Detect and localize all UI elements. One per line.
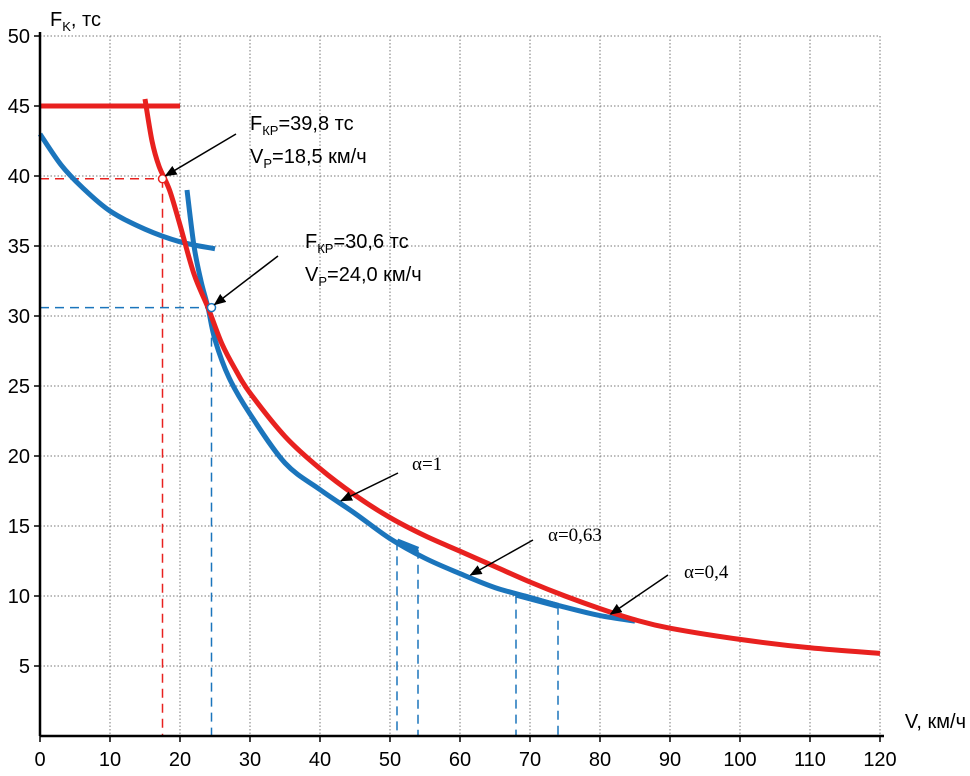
y-tick-label: 40 (8, 166, 30, 188)
data-point (157, 174, 168, 184)
reference-lines (40, 178, 559, 736)
y-tick-label: 50 (8, 26, 30, 48)
tick-labels: 0 10 20 30 40 50 60 70 80 90 100 110 120 5 10 15 20 25 30 3… (8, 26, 897, 771)
x-tick-label: 60 (449, 749, 471, 771)
curve-label: α=0,63 (548, 525, 602, 546)
curve-label: α=1 (412, 454, 442, 475)
y-tick-label: 5 (19, 656, 30, 678)
curve-label-arrow (340, 472, 399, 502)
annotation-arrow (213, 255, 279, 306)
y-tick-label: 45 (8, 96, 30, 118)
curve-label: α=0,4 (684, 562, 729, 583)
x-tick-label: 40 (309, 749, 331, 771)
curve-label-arrow (469, 539, 534, 576)
annotation-line1: FКР=39,8 тс (250, 113, 354, 138)
annotation-line2: VР=24,0 км/ч (305, 264, 422, 289)
x-tick-label: 20 (169, 749, 191, 771)
axis-labels: FK, тс V, км/ч (50, 9, 966, 733)
y-tick-label: 25 (8, 376, 30, 398)
x-tick-label: 90 (659, 749, 681, 771)
annotations: FКР=39,8 тс VР=18,5 км/ч FКР=30,6 тс VР=24,… (164, 113, 729, 615)
y-axis-label: FK, тс (50, 9, 101, 34)
series-line-2 (37, 132, 216, 252)
x-tick-label: 10 (99, 749, 121, 771)
y-tick-label: 20 (8, 446, 30, 468)
curve-label-arrow (609, 574, 669, 615)
annotation-arrow (164, 133, 237, 177)
y-tick-label: 15 (8, 516, 30, 538)
annotation-line1: FКР=30,6 тс (305, 231, 409, 256)
x-tick-label: 80 (589, 749, 611, 771)
x-axis-label: V, км/ч (905, 711, 966, 733)
axes (34, 32, 884, 742)
x-tick-label: 120 (863, 749, 896, 771)
series-line-1 (142, 98, 881, 656)
series-line-3 (184, 189, 636, 624)
y-tick-label: 30 (8, 306, 30, 328)
x-tick-label: 30 (239, 749, 261, 771)
x-tick-label: 70 (519, 749, 541, 771)
series-line-4 (395, 538, 420, 553)
x-tick-label: 110 (794, 749, 826, 771)
x-tick-label: 50 (379, 749, 401, 771)
x-tick-label: 100 (723, 749, 756, 771)
y-tick-label: 35 (8, 236, 30, 258)
series-group (37, 98, 881, 656)
data-point (206, 302, 217, 313)
y-tick-label: 10 (8, 586, 30, 608)
x-tick-label: 0 (34, 749, 45, 771)
annotation-line2: VР=18,5 км/ч (250, 146, 367, 171)
grid (40, 35, 881, 736)
series-line-5 (515, 591, 559, 609)
